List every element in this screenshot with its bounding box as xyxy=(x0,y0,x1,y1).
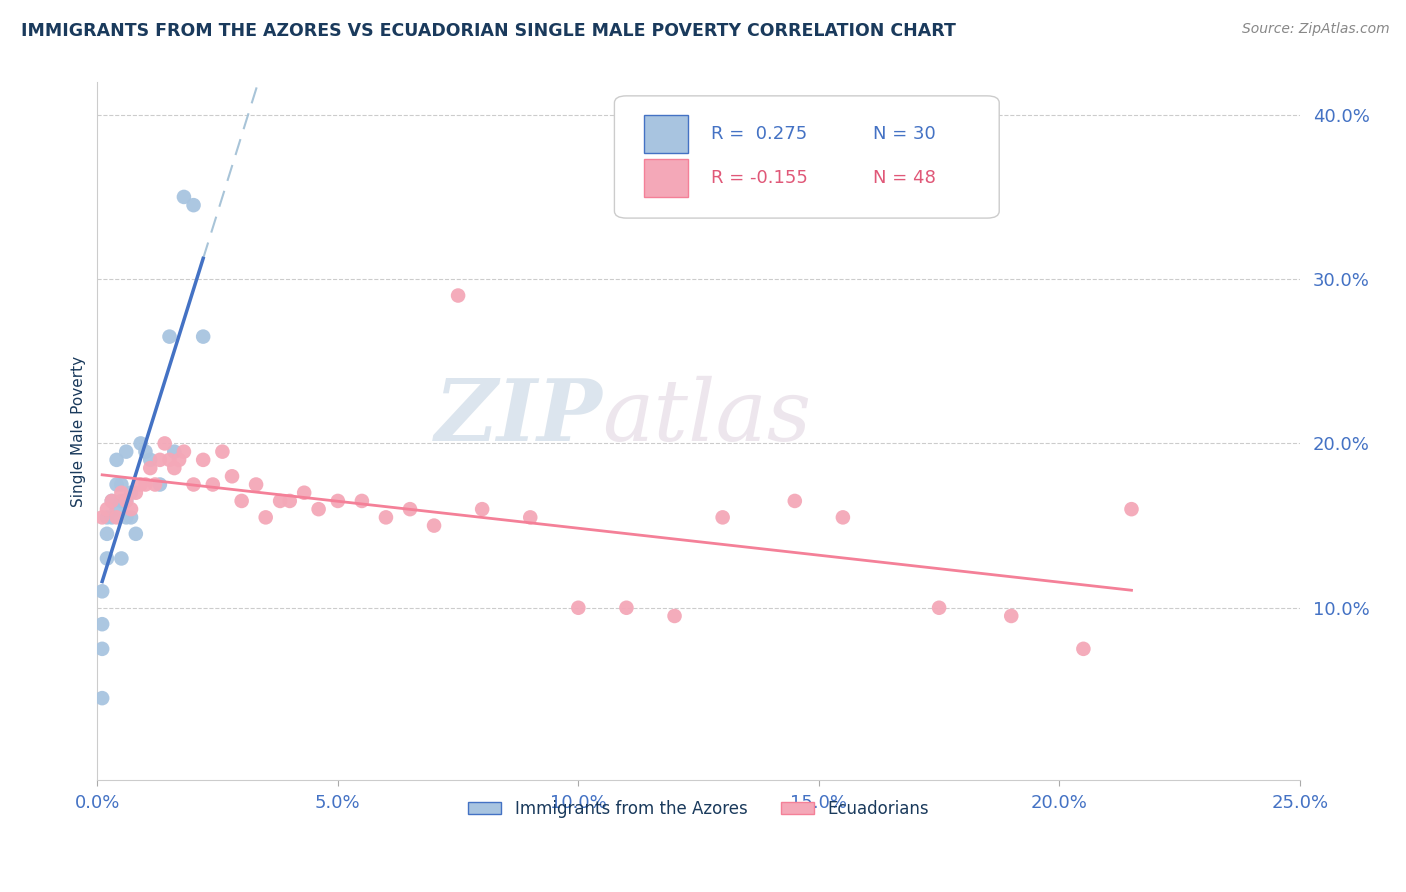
Point xyxy=(149,453,172,467)
Point xyxy=(254,510,277,524)
Point xyxy=(101,494,124,508)
Point xyxy=(110,485,132,500)
Text: R =  0.275: R = 0.275 xyxy=(710,125,807,144)
Point xyxy=(105,502,128,516)
Legend: Immigrants from the Azores, Ecuadorians: Immigrants from the Azores, Ecuadorians xyxy=(461,793,936,824)
Point xyxy=(91,510,114,524)
Point xyxy=(928,600,950,615)
Point xyxy=(143,477,166,491)
Point xyxy=(101,510,124,524)
Point xyxy=(91,617,114,632)
Point xyxy=(211,444,233,458)
Point xyxy=(1121,502,1143,516)
Point xyxy=(326,494,349,508)
Point xyxy=(139,461,162,475)
Point xyxy=(91,641,114,656)
Point xyxy=(783,494,806,508)
Point xyxy=(101,494,124,508)
Point xyxy=(105,453,128,467)
Point xyxy=(115,494,138,508)
Point xyxy=(231,494,253,508)
Point xyxy=(167,453,190,467)
Point xyxy=(110,477,132,491)
Point xyxy=(173,190,195,204)
Point xyxy=(115,510,138,524)
FancyBboxPatch shape xyxy=(644,115,688,153)
Text: N = 48: N = 48 xyxy=(873,169,936,187)
Point xyxy=(105,477,128,491)
Point xyxy=(125,526,148,541)
Point xyxy=(173,444,195,458)
Point xyxy=(616,600,638,615)
Point xyxy=(96,551,118,566)
Point xyxy=(134,477,156,491)
Point xyxy=(163,461,186,475)
Point xyxy=(1073,641,1095,656)
Point xyxy=(221,469,243,483)
Point xyxy=(193,453,215,467)
Point xyxy=(134,444,156,458)
Point xyxy=(120,485,142,500)
Point xyxy=(201,477,224,491)
Point xyxy=(96,502,118,516)
Point xyxy=(110,551,132,566)
Text: atlas: atlas xyxy=(602,376,811,458)
Point xyxy=(91,584,114,599)
Text: ZIP: ZIP xyxy=(434,376,602,458)
Point xyxy=(375,510,398,524)
Text: Source: ZipAtlas.com: Source: ZipAtlas.com xyxy=(1241,22,1389,37)
FancyBboxPatch shape xyxy=(644,159,688,197)
Point xyxy=(149,477,172,491)
Point xyxy=(399,502,422,516)
Point xyxy=(96,526,118,541)
Point xyxy=(183,477,205,491)
Point xyxy=(567,600,589,615)
Point xyxy=(120,502,142,516)
Point xyxy=(159,329,181,343)
Point xyxy=(245,477,267,491)
Point xyxy=(120,510,142,524)
Point xyxy=(139,453,162,467)
Point xyxy=(129,436,152,450)
Point xyxy=(125,485,148,500)
Point xyxy=(96,510,118,524)
Point xyxy=(115,444,138,458)
Point xyxy=(129,477,152,491)
Text: IMMIGRANTS FROM THE AZORES VS ECUADORIAN SINGLE MALE POVERTY CORRELATION CHART: IMMIGRANTS FROM THE AZORES VS ECUADORIAN… xyxy=(21,22,956,40)
Point xyxy=(115,494,138,508)
Point xyxy=(471,502,494,516)
Point xyxy=(278,494,301,508)
Point xyxy=(519,510,541,524)
Point xyxy=(664,609,686,624)
Point xyxy=(292,485,315,500)
FancyBboxPatch shape xyxy=(614,95,1000,218)
Point xyxy=(193,329,215,343)
Point xyxy=(308,502,330,516)
Point xyxy=(831,510,853,524)
Point xyxy=(183,198,205,212)
Point xyxy=(350,494,373,508)
Point xyxy=(163,444,186,458)
Point xyxy=(110,494,132,508)
Y-axis label: Single Male Poverty: Single Male Poverty xyxy=(72,356,86,507)
Point xyxy=(91,691,114,706)
Text: R = -0.155: R = -0.155 xyxy=(710,169,807,187)
Point xyxy=(711,510,734,524)
Point xyxy=(1000,609,1022,624)
Point xyxy=(269,494,291,508)
Text: N = 30: N = 30 xyxy=(873,125,936,144)
Point xyxy=(447,288,470,302)
Point xyxy=(423,518,446,533)
Point xyxy=(105,510,128,524)
Point xyxy=(153,436,176,450)
Point xyxy=(159,453,181,467)
